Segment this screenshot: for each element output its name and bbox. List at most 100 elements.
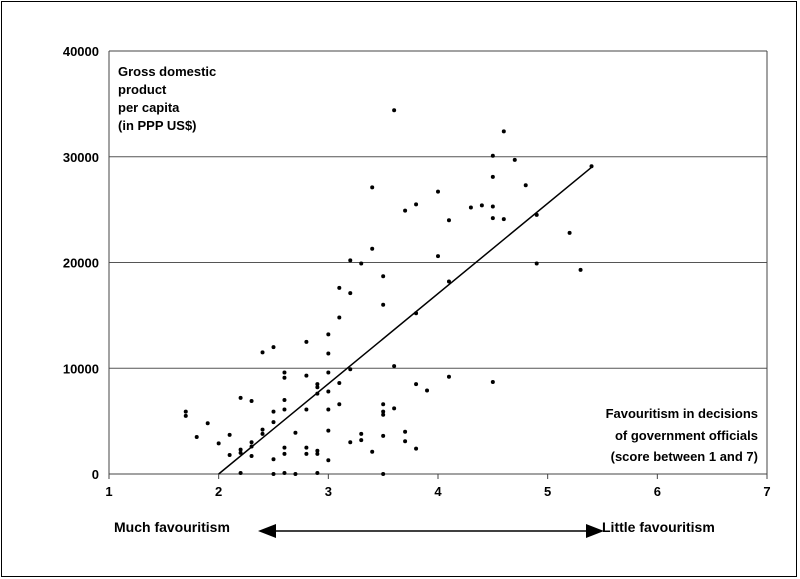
x-axis-title-line-3: (score between 1 and 7): [611, 449, 758, 464]
data-point: [512, 157, 517, 162]
x-tick-label: 1: [105, 484, 112, 499]
data-point: [326, 428, 331, 433]
y-tick-label: 30000: [63, 150, 99, 165]
data-point: [249, 454, 254, 459]
y-tick-label: 40000: [63, 44, 99, 59]
x-tick-label: 5: [544, 484, 551, 499]
x-tick-label: 7: [763, 484, 770, 499]
data-point: [348, 291, 353, 296]
data-point: [381, 402, 386, 407]
data-point: [282, 397, 287, 402]
y-axis-title-line-2: product: [118, 82, 167, 97]
data-point: [523, 183, 528, 188]
data-point: [381, 472, 386, 476]
data-point: [227, 432, 232, 437]
little-favouritism-label: Little favouritism: [602, 519, 715, 535]
data-point: [315, 470, 320, 475]
data-point: [304, 407, 309, 412]
x-tick-label: 2: [215, 484, 222, 499]
data-point: [348, 367, 353, 372]
data-point: [194, 434, 199, 439]
data-point: [337, 315, 342, 320]
data-point: [348, 258, 353, 263]
data-point: [436, 254, 440, 259]
data-point: [183, 409, 188, 414]
x-axis-title-line-1: Favouritism in decisions: [606, 406, 758, 421]
data-point: [359, 261, 364, 266]
data-point: [348, 440, 353, 445]
data-point: [490, 379, 495, 384]
data-point: [501, 217, 506, 222]
data-point: [293, 472, 298, 476]
data-point: [271, 457, 276, 462]
data-point: [337, 402, 342, 407]
y-axis-title-line-4: (in PPP US$): [118, 118, 197, 133]
data-point: [238, 450, 243, 455]
x-tick-labels: 1 2 3 4 5 6 7: [105, 484, 770, 499]
data-point: [403, 429, 408, 434]
data-point: [446, 374, 451, 379]
data-point: [282, 407, 287, 412]
data-point: [326, 370, 331, 375]
data-point: [534, 261, 539, 266]
data-point: [271, 472, 276, 476]
y-axis-title-line-3: per capita: [118, 100, 180, 115]
data-point: [567, 230, 572, 235]
data-point: [370, 246, 375, 251]
data-point: [403, 439, 408, 444]
x-tick-label: 6: [654, 484, 661, 499]
data-point: [414, 382, 419, 387]
data-point: [227, 452, 232, 457]
data-point: [315, 385, 320, 390]
data-point: [238, 470, 243, 475]
data-point: [414, 446, 419, 451]
data-point: [271, 345, 276, 350]
data-point: [392, 364, 397, 369]
data-point: [304, 451, 309, 456]
data-point: [326, 458, 331, 463]
data-point: [282, 470, 287, 475]
data-point: [337, 285, 342, 290]
data-point: [238, 395, 243, 400]
data-point: [446, 279, 451, 284]
data-point: [282, 370, 287, 375]
gridlines: [109, 156, 767, 369]
data-point: [392, 108, 397, 113]
data-point: [468, 205, 473, 210]
y-tick-label: 0: [92, 467, 99, 482]
data-point: [183, 413, 188, 418]
data-point: [315, 382, 320, 387]
data-point: [370, 185, 375, 190]
y-tick-label: 20000: [63, 256, 99, 271]
data-point: [304, 339, 309, 344]
data-point: [392, 406, 397, 411]
data-point: [271, 409, 276, 414]
data-point: [501, 129, 506, 134]
data-point: [337, 381, 342, 386]
data-point: [381, 409, 386, 414]
data-point: [326, 351, 331, 356]
data-point: [326, 389, 331, 394]
data-point: [282, 445, 287, 450]
data-point: [282, 451, 287, 456]
data-point: [490, 204, 495, 209]
data-point: [216, 441, 221, 446]
data-point: [490, 216, 495, 221]
data-point: [414, 202, 419, 207]
data-point: [271, 420, 276, 425]
data-point: [249, 399, 254, 404]
trendline: [218, 166, 593, 475]
data-point: [326, 407, 331, 412]
data-point: [238, 447, 243, 452]
data-points: [183, 108, 594, 476]
data-point: [260, 350, 265, 355]
y-tick-labels: 0 10000 20000 30000 40000: [63, 44, 99, 482]
data-point: [304, 445, 309, 450]
x-tick-label: 4: [434, 484, 442, 499]
data-point: [578, 267, 583, 272]
data-point: [249, 440, 254, 445]
arrow-head-left: [258, 524, 276, 538]
data-point: [381, 433, 386, 438]
